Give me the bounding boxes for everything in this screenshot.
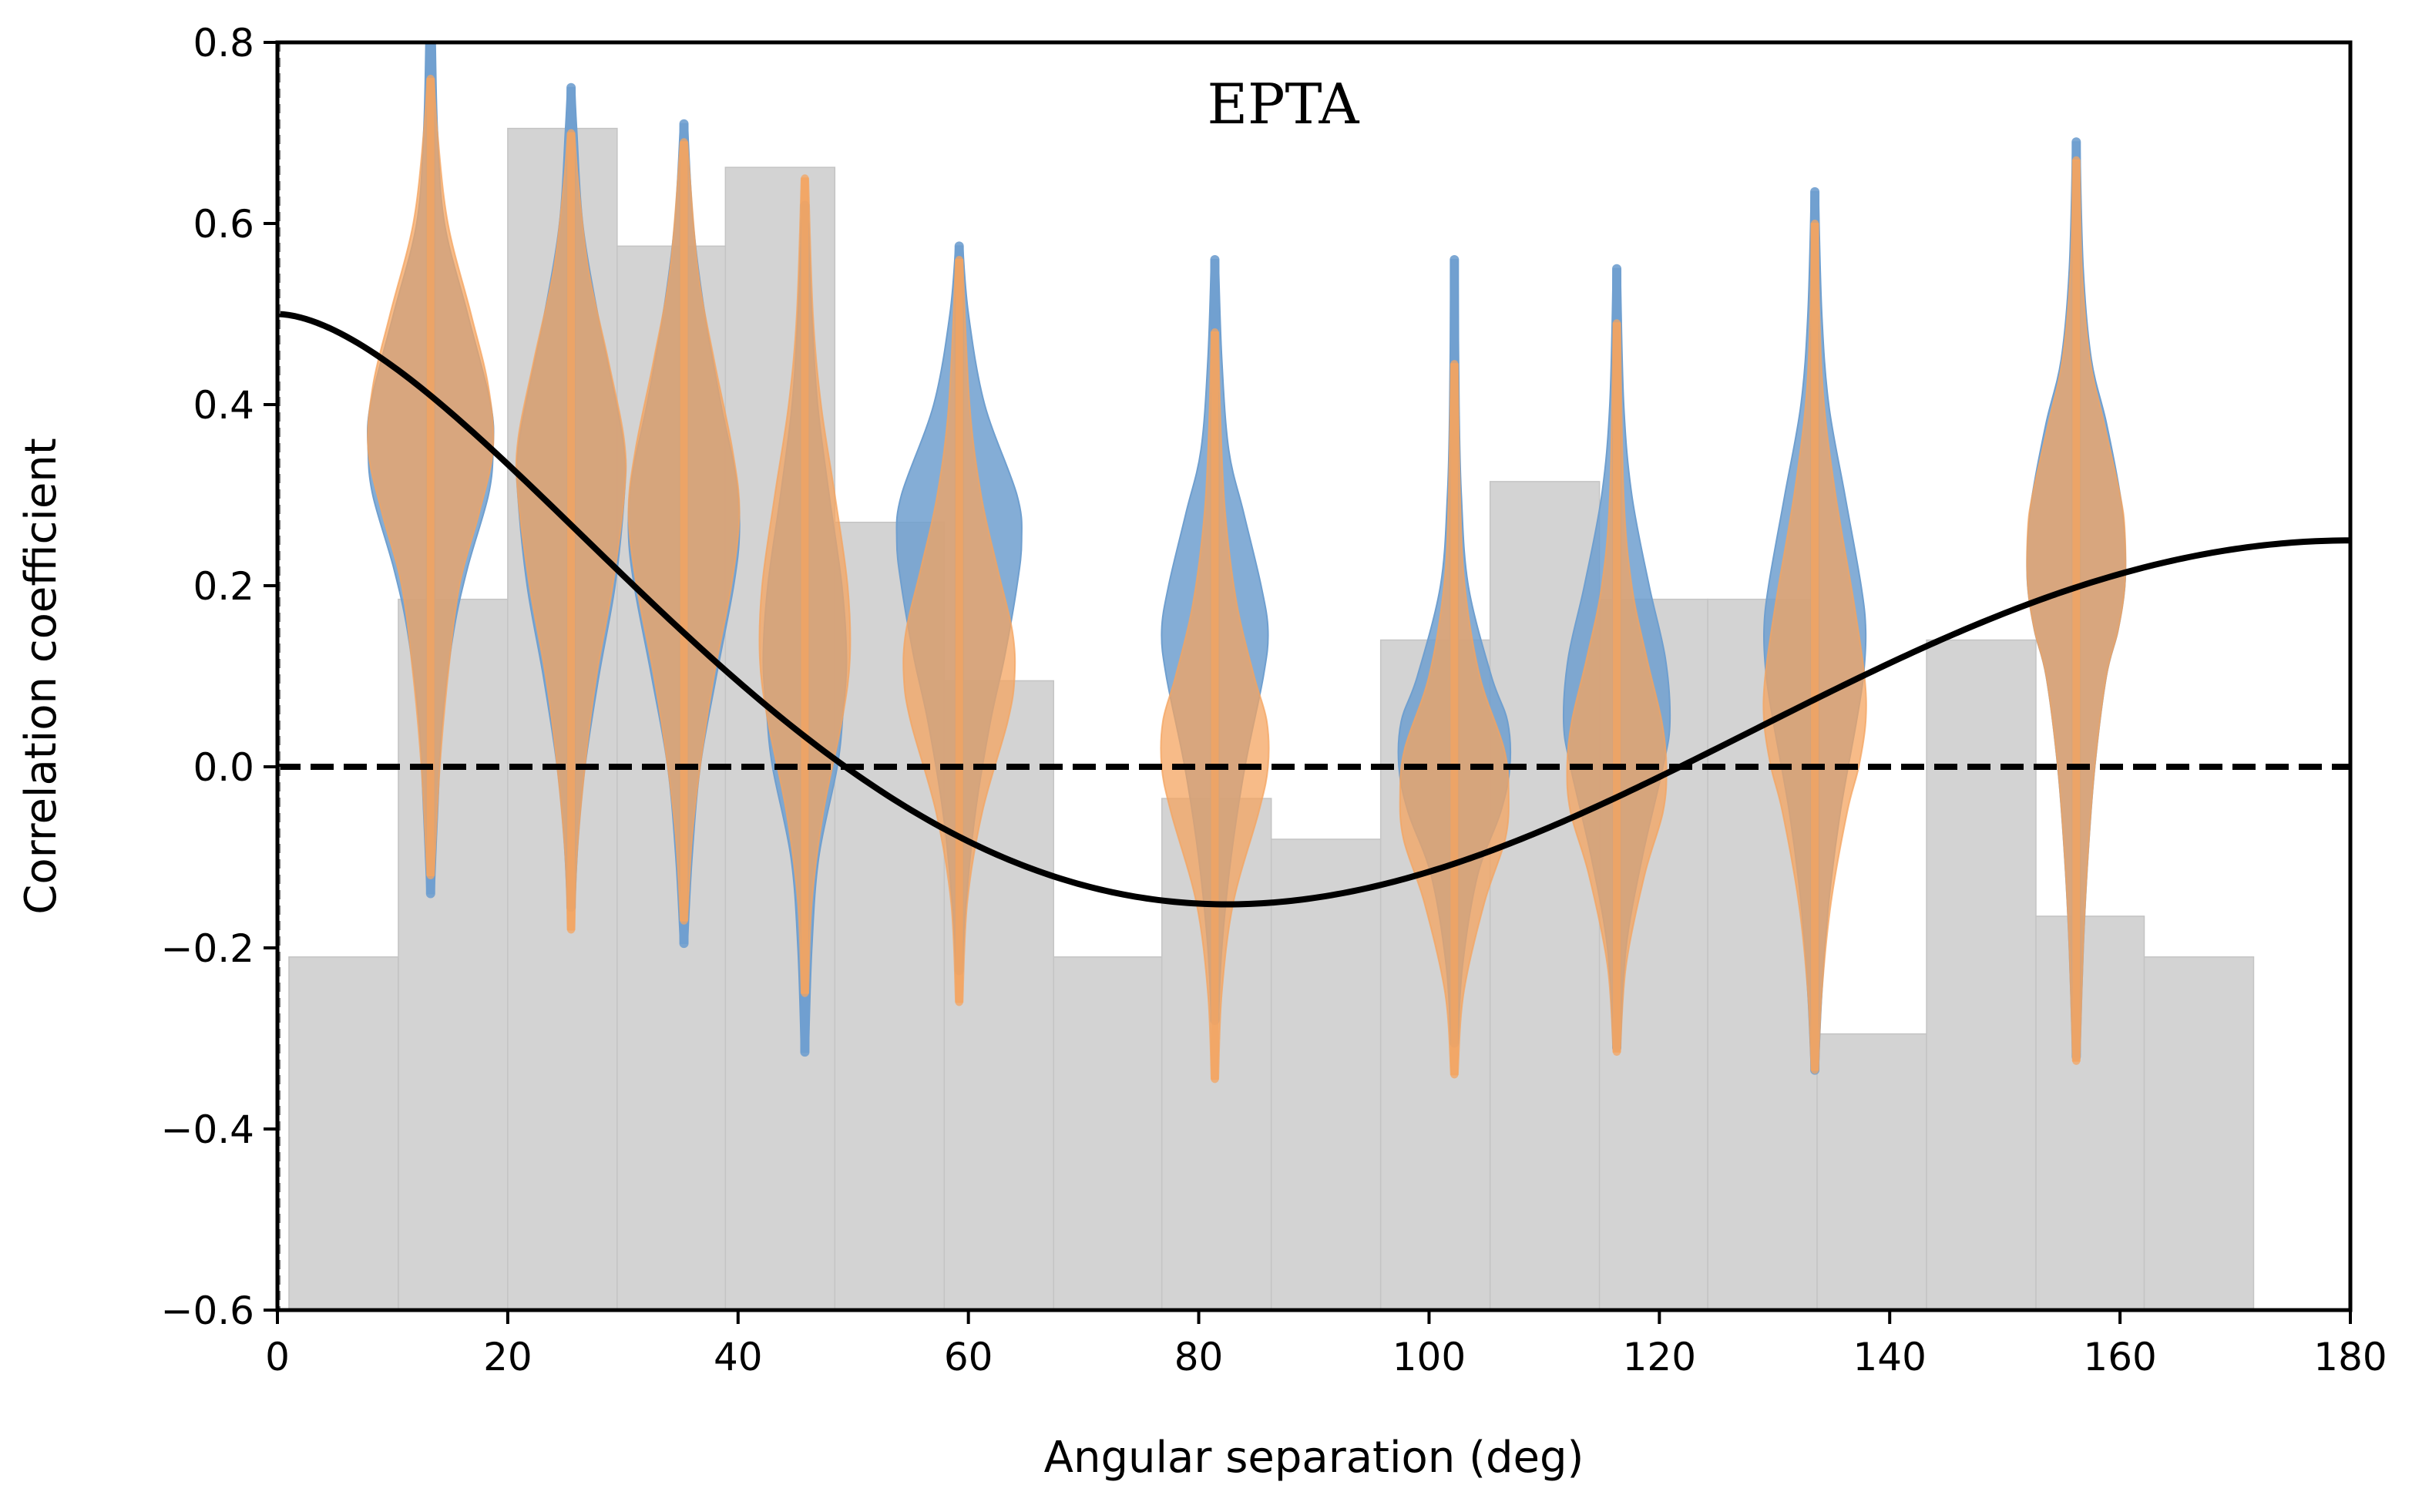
- y-tick-label-1: −0.4: [161, 1107, 254, 1152]
- histogram-bar-0: [288, 956, 399, 1310]
- x-axis-label: Angular separation (deg): [1044, 1433, 1584, 1483]
- x-tick-label-1: 20: [483, 1335, 532, 1379]
- y-tick-label-4: 0.2: [193, 564, 254, 609]
- histogram-bar-7: [1053, 956, 1163, 1310]
- y-axis-label: Correlation coefficient: [16, 438, 66, 915]
- histogram-bar-9: [1270, 838, 1382, 1310]
- x-tick-label-5: 100: [1392, 1335, 1466, 1379]
- x-tick-label-6: 120: [1623, 1335, 1696, 1379]
- reference-curve: [277, 311, 2350, 908]
- violins: [367, 42, 2127, 1084]
- histogram-bar-14: [1816, 1033, 1927, 1310]
- axes: 0 20 40 60 80 100 120 140 160 180 −0.6 −0.4 −0.2 0.0 0…: [161, 21, 2387, 1379]
- histogram-bar-15: [1926, 639, 2037, 1310]
- x-tick-label-0: 0: [265, 1335, 290, 1379]
- x-tick-label-4: 80: [1174, 1335, 1224, 1379]
- y-tick-label-3: 0.0: [193, 745, 254, 790]
- histogram-bar-16: [2035, 916, 2145, 1310]
- y-tick-label-6: 0.6: [193, 202, 254, 247]
- plot-frame: [275, 40, 2353, 1312]
- y-tick-label-0: −0.6: [161, 1289, 254, 1333]
- y-tick-label-7: 0.8: [193, 21, 254, 66]
- y-tick-label-5: 0.4: [193, 383, 254, 428]
- x-tick-label-2: 40: [714, 1335, 763, 1379]
- x-tick-label-3: 60: [944, 1335, 993, 1379]
- y-tick-label-2: −0.2: [161, 926, 254, 971]
- histogram-bar-17: [2143, 956, 2255, 1310]
- x-tick-label-7: 140: [1853, 1335, 1927, 1379]
- histogram-bar-1: [398, 598, 509, 1310]
- x-tick-label-8: 160: [2083, 1335, 2156, 1379]
- reference-curve-layer: [277, 42, 2350, 1310]
- x-tick-label-9: 180: [2313, 1335, 2387, 1379]
- chart-title: EPTA: [1207, 72, 1359, 136]
